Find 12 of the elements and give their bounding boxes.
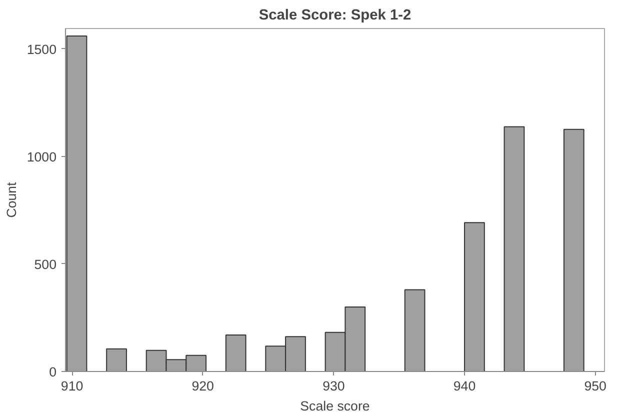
x-tick-label: 940: [453, 378, 476, 394]
y-tick-label: 1000: [26, 149, 57, 164]
x-tick-label: 950: [584, 378, 606, 394]
y-tick-label: 0: [49, 364, 57, 380]
y-tick-label: 500: [34, 256, 57, 272]
y-tick-label: 1500: [26, 42, 57, 57]
x-tick-label: 910: [60, 378, 84, 394]
x-tick-label: 930: [322, 378, 345, 394]
x-tick-label: 920: [192, 378, 214, 394]
y-axis-title: Count: [4, 182, 19, 218]
chart-title: Scale Score: Spek 1-2: [258, 8, 412, 24]
x-axis-title: Scale score: [300, 398, 370, 414]
